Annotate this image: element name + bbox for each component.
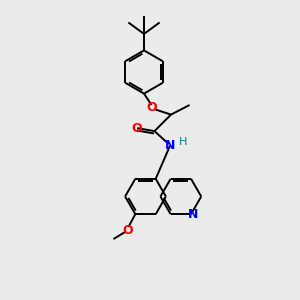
Text: H: H [178, 137, 187, 147]
Text: N: N [165, 139, 175, 152]
Text: N: N [188, 208, 198, 221]
Text: O: O [146, 100, 157, 114]
Text: O: O [122, 224, 133, 237]
Text: O: O [132, 122, 142, 135]
